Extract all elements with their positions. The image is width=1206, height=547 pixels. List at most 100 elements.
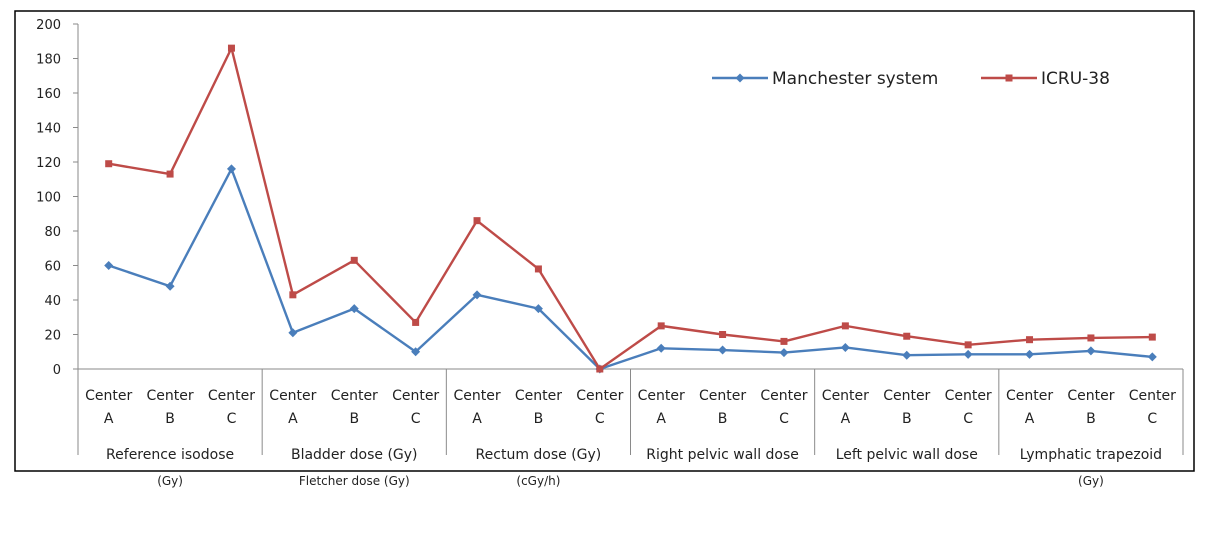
x-tick-label-bottom: B <box>534 411 544 427</box>
data-point <box>840 342 850 352</box>
x-tick-label-top: Center <box>883 388 930 404</box>
series-line-2 <box>108 46 1153 371</box>
data-point <box>596 365 604 373</box>
x-tick-label-bottom: C <box>595 411 605 427</box>
data-point <box>780 337 788 345</box>
x-tick-label-top: Center <box>331 388 378 404</box>
y-tick-label: 80 <box>44 225 61 240</box>
x-tick-label-bottom: C <box>1147 411 1157 427</box>
data-point <box>1026 336 1034 344</box>
data-point <box>841 322 849 330</box>
x-tick-label-bottom: C <box>963 411 973 427</box>
data-point <box>411 347 421 357</box>
data-point <box>472 290 482 300</box>
x-tick-label-bottom: A <box>656 411 666 427</box>
legend-label: ICRU-38 <box>1041 69 1110 89</box>
data-point <box>1086 346 1096 356</box>
x-tick-label-top: Center <box>576 388 623 404</box>
x-tick-label-top: Center <box>945 388 992 404</box>
data-point <box>165 281 175 291</box>
legend-marker <box>1005 74 1013 82</box>
x-tick-label-bottom: B <box>718 411 728 427</box>
data-point <box>1087 334 1095 342</box>
legend-label: Manchester system <box>772 69 938 89</box>
group-label: Bladder dose (Gy) <box>291 447 418 463</box>
x-tick-label-bottom: A <box>841 411 851 427</box>
x-tick-label-top: Center <box>208 388 255 404</box>
group-label: Reference isodose <box>106 447 234 463</box>
x-tick-label-top: Center <box>85 388 132 404</box>
x-tick-label-top: Center <box>392 388 439 404</box>
x-tick-label-top: Center <box>822 388 869 404</box>
x-tick-label-bottom: A <box>472 411 482 427</box>
x-tick-label-bottom: C <box>411 411 421 427</box>
group-labels: Reference isodose (Gy) Bladder dose (Gy) Fl… <box>106 447 1162 488</box>
x-tick-label-top: Center <box>453 388 500 404</box>
x-tick-label-top: Center <box>147 388 194 404</box>
x-tick-label-bottom: B <box>902 411 912 427</box>
data-point <box>227 44 235 52</box>
x-tick-label-top: Center <box>699 388 746 404</box>
x-tick-label-bottom: B <box>349 411 359 427</box>
axes <box>73 23 1184 455</box>
y-tick-label: 20 <box>44 329 61 344</box>
group-label: Rectum dose (Gy) <box>476 447 602 463</box>
data-point <box>412 318 420 326</box>
x-tick-label-bottom: C <box>779 411 789 427</box>
data-point <box>289 291 297 299</box>
data-point <box>288 328 298 338</box>
x-tick-label-top: Center <box>269 388 316 404</box>
data-point <box>349 304 359 314</box>
data-point <box>719 331 727 338</box>
y-tick-label: 120 <box>36 156 61 171</box>
x-tick-label-top: Center <box>638 388 685 404</box>
group-sublabel: (cGy/h) <box>516 474 560 488</box>
data-point <box>104 261 114 270</box>
data-point <box>963 349 973 359</box>
group-label: Right pelvic wall dose <box>646 447 799 463</box>
group-label: Lymphatic trapezoid <box>1020 447 1162 463</box>
data-point <box>1025 349 1035 359</box>
x-tick-label-bottom: B <box>165 411 175 427</box>
data-point <box>473 217 481 225</box>
y-tick-labels: 0 20 40 60 80 100 120 140 160 180 200 <box>36 18 61 378</box>
data-point <box>534 265 542 273</box>
plot-frame <box>14 10 1195 472</box>
data-point <box>105 160 113 168</box>
data-point <box>656 343 666 353</box>
y-tick-label: 160 <box>36 87 61 102</box>
group-sublabel: (Gy) <box>157 474 183 488</box>
y-tick-label: 200 <box>36 18 61 33</box>
y-tick-label: 180 <box>36 53 61 68</box>
data-point <box>1148 333 1156 341</box>
series-layer <box>104 44 1157 374</box>
x-tick-label-bottom: A <box>104 411 114 427</box>
y-tick-label: 140 <box>36 122 61 137</box>
data-point <box>1147 352 1157 362</box>
y-tick-label: 60 <box>44 260 61 275</box>
x-tick-label-top: Center <box>1129 388 1176 404</box>
data-point <box>166 170 174 178</box>
x-tick-label-bottom: A <box>288 411 298 427</box>
legend-marker <box>735 73 745 83</box>
x-tick-label-top: Center <box>1067 388 1114 404</box>
data-point <box>718 345 728 355</box>
x-tick-label-bottom: B <box>1086 411 1096 427</box>
x-tick-label-top: Center <box>515 388 562 404</box>
legend: Manchester system ICRU-38 <box>712 69 1110 89</box>
data-point <box>657 322 665 330</box>
group-label: Left pelvic wall dose <box>836 447 978 463</box>
series-line-1 <box>108 167 1153 371</box>
y-tick-label: 40 <box>44 294 61 309</box>
data-point <box>350 256 358 264</box>
data-point <box>533 304 543 314</box>
data-point <box>964 341 972 349</box>
data-point <box>902 350 912 360</box>
x-tick-label-top: Center <box>760 388 807 404</box>
x-tick-label-bottom: A <box>1025 411 1035 427</box>
group-sublabel: (Gy) <box>1078 474 1104 488</box>
y-tick-label: 100 <box>36 191 61 206</box>
x-category-labels: Center A Center B Center C Center A Center B Cente… <box>85 388 1176 427</box>
data-point <box>226 164 236 174</box>
